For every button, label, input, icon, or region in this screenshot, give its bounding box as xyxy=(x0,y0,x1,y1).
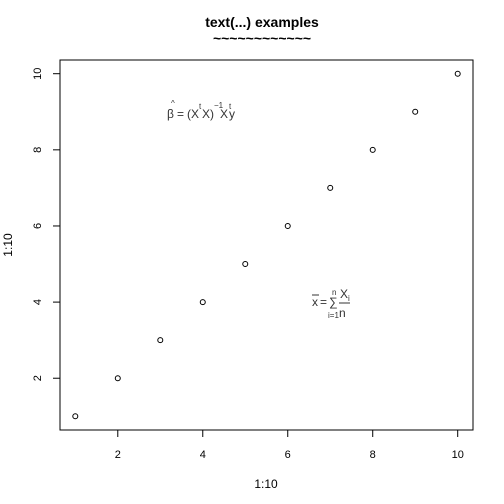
x-tick-label: 6 xyxy=(285,449,291,461)
data-point xyxy=(199,299,206,306)
x-axis: 2 4 6 8 10 xyxy=(115,430,464,461)
beta-transpose-1: t xyxy=(199,102,202,111)
fraction-subscript: i xyxy=(348,294,350,303)
y-tick-label: 10 xyxy=(32,68,44,80)
beta-inverse: −1 xyxy=(214,101,224,110)
chart-title: text(...) examples xyxy=(205,14,319,30)
beta-x2: X xyxy=(220,107,228,121)
data-points xyxy=(72,70,461,420)
beta-transpose-2: t xyxy=(229,102,232,111)
sum-upper-limit: n xyxy=(332,288,336,297)
data-point xyxy=(157,337,164,344)
xbar-equals: = xyxy=(320,295,327,309)
y-tick-label: 2 xyxy=(32,375,44,381)
sum-symbol: ∑ xyxy=(329,295,338,309)
beta-y: y xyxy=(229,107,235,121)
beta-middle: X) xyxy=(202,107,214,121)
annotation-beta-estimator: ^ β = (X t X) −1 X t y xyxy=(167,99,235,121)
data-point xyxy=(72,413,79,420)
sum-lower-limit: i=1 xyxy=(328,311,339,320)
y-axis-label: 1:10 xyxy=(1,233,15,257)
x-tick-label: 8 xyxy=(370,449,376,461)
beta-hat-mark: ^ xyxy=(171,99,175,108)
plot-frame xyxy=(59,59,474,431)
annotation-sample-mean: x = n ∑ i=1 X i n xyxy=(312,287,350,320)
data-point xyxy=(327,184,334,191)
x-axis-label: 1:10 xyxy=(254,477,278,491)
x-tick-label: 10 xyxy=(452,449,464,461)
fraction-numerator: X xyxy=(340,287,348,301)
beta-equals: = xyxy=(177,107,184,121)
beta-open-paren: (X xyxy=(187,107,199,121)
data-point xyxy=(242,261,249,268)
chart-title-underline: ~~~~~~~~~~~~ xyxy=(213,30,311,46)
y-tick-label: 6 xyxy=(32,223,44,229)
beta-symbol: β xyxy=(167,107,174,121)
xbar-symbol: x xyxy=(312,295,318,309)
data-point xyxy=(114,375,121,382)
x-tick-label: 4 xyxy=(200,449,206,461)
x-tick-label: 2 xyxy=(115,449,121,461)
data-point xyxy=(284,222,291,229)
data-point xyxy=(454,70,461,77)
fraction-denominator: n xyxy=(339,306,346,320)
y-tick-label: 8 xyxy=(32,147,44,153)
data-point xyxy=(412,108,419,115)
y-axis: 2 4 6 8 10 xyxy=(32,68,60,381)
data-point xyxy=(369,146,376,153)
y-tick-label: 4 xyxy=(32,299,44,305)
